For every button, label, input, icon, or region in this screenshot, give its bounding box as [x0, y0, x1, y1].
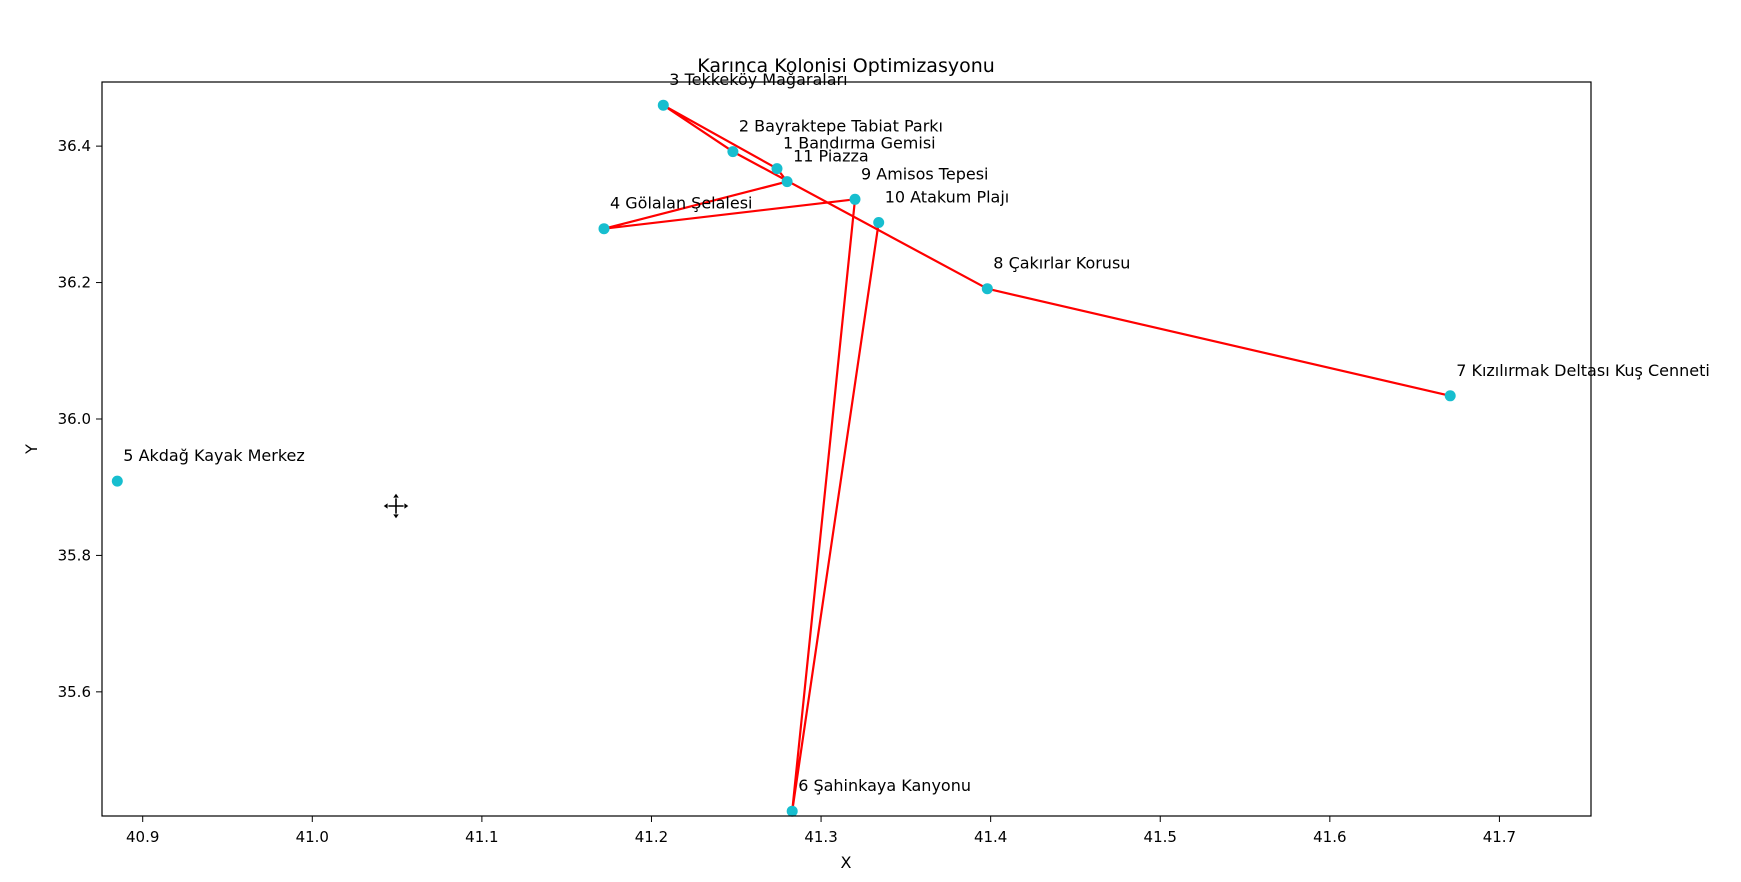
point-labels: 3 Tekkeköy Mağaraları 2 Bayraktepe Tabiat…	[123, 70, 1710, 795]
route-point	[781, 176, 793, 188]
x-axis-ticks: 40.9 41.0 41.1 41.2 41.3 41.4 41.5 41.6 41.7	[126, 816, 1516, 846]
x-tick-label: 41.0	[296, 828, 329, 846]
point-label: 9 Amisos Tepesi	[861, 164, 988, 183]
route-point	[657, 99, 669, 111]
y-tick-label: 36.2	[58, 274, 91, 292]
x-tick-label: 41.7	[1483, 828, 1516, 846]
x-tick-label: 41.2	[635, 828, 668, 846]
route-point	[771, 163, 783, 175]
route-line	[602, 104, 1451, 813]
y-tick-label: 36.4	[58, 137, 91, 155]
route-point	[727, 146, 739, 158]
y-tick-label: 36.0	[58, 410, 91, 428]
x-tick-label: 41.1	[465, 828, 498, 846]
point-label: 5 Akdağ Kayak Merkez	[123, 446, 304, 465]
point-label: 10 Atakum Plajı	[885, 188, 1010, 207]
x-tick-label: 41.4	[974, 828, 1007, 846]
route-point	[849, 193, 861, 205]
point-label: 3 Tekkeköy Mağaraları	[669, 70, 847, 89]
route-point	[1444, 390, 1456, 402]
x-tick-label: 41.5	[1144, 828, 1177, 846]
point-label: 2 Bayraktepe Tabiat Parkı	[739, 117, 943, 136]
route-point	[981, 283, 993, 295]
y-axis-label: Y	[22, 444, 41, 455]
chart-title: Karınca Kolonisi Optimizasyonu	[697, 55, 995, 77]
point-label: 6 Şahinkaya Kanyonu	[798, 776, 971, 795]
plot-frame	[101, 81, 1592, 817]
route-point	[873, 217, 885, 228]
route-point	[111, 475, 123, 487]
x-tick-label: 40.9	[126, 828, 159, 846]
y-tick-label: 35.8	[58, 546, 91, 564]
y-axis-ticks: 35.6 35.8 36.0 36.2 36.4	[58, 137, 102, 701]
y-tick-label: 35.6	[58, 683, 91, 701]
x-tick-label: 41.3	[804, 828, 837, 846]
point-label: 8 Çakırlar Korusu	[993, 254, 1130, 273]
x-tick-label: 41.6	[1313, 828, 1346, 846]
x-axis-label: X	[841, 853, 852, 872]
point-label: 7 Kızılırmak Deltası Kuş Cenneti	[1456, 361, 1710, 380]
route-point	[786, 805, 798, 817]
point-label: 1 Bandırma Gemisi	[783, 134, 936, 153]
route-point	[598, 223, 610, 235]
route-markers	[111, 99, 1456, 817]
point-label: 11 Piazza	[793, 147, 869, 166]
route-lines	[602, 104, 1451, 813]
point-label: 4 Gölalan Şelalesi	[610, 194, 753, 213]
move-cursor-icon	[382, 492, 410, 520]
